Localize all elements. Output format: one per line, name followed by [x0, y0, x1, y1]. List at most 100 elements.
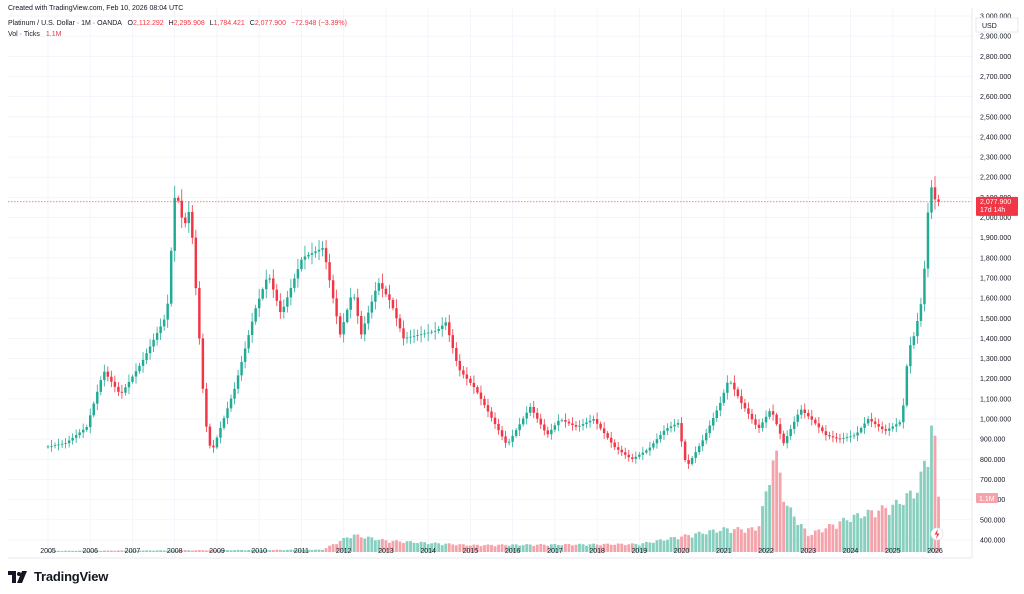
volume-bar	[440, 545, 444, 552]
candle-body	[778, 424, 782, 434]
candle-body	[264, 279, 268, 290]
volume-bar	[859, 518, 863, 552]
candle-body	[60, 443, 64, 445]
price-tick-label: 1,800.000	[980, 255, 1011, 262]
candle-body	[254, 308, 257, 322]
price-tick-label: 2,000.000	[980, 215, 1011, 222]
volume-bar	[127, 550, 131, 552]
candle-body	[247, 335, 250, 349]
candle-body	[490, 411, 493, 418]
volume-legend[interactable]: Vol · Ticks 1.1M	[8, 31, 61, 38]
candle-body	[726, 382, 729, 393]
candle-body	[162, 319, 166, 327]
candle-body	[64, 443, 67, 444]
volume-bar	[919, 471, 923, 552]
candle-body	[127, 381, 131, 388]
time-tick-label: 2007	[125, 548, 141, 555]
price-tick-label: 1,400.000	[980, 336, 1011, 343]
volume-bar	[472, 544, 476, 552]
candle-body	[145, 353, 148, 360]
candle-body	[898, 422, 902, 425]
volume-bar	[183, 550, 187, 552]
candle-body	[761, 422, 764, 428]
price-axis[interactable]: 400.000500.000600.000700.000800.000900.0…	[971, 8, 1011, 558]
volume-bar	[173, 550, 177, 552]
volume-bar	[380, 538, 384, 552]
candle-body	[483, 398, 486, 406]
volume-bar	[373, 540, 377, 552]
candle-body	[402, 328, 405, 339]
volume-bar	[923, 460, 926, 552]
candle-body	[895, 424, 898, 427]
candle-body	[384, 288, 388, 295]
candle-body	[377, 283, 381, 291]
candle-body	[437, 329, 440, 331]
candle-body	[518, 424, 521, 431]
time-tick-label: 2023	[800, 548, 816, 555]
candle-body	[729, 382, 733, 384]
volume-bar	[680, 536, 683, 552]
candle-body	[785, 436, 789, 444]
volume-bar	[465, 545, 469, 552]
candle-body	[486, 405, 490, 412]
candle-body	[476, 387, 479, 393]
candle-body	[272, 278, 275, 290]
volume-bar	[148, 550, 152, 552]
symbol-legend[interactable]: Platinum / U.S. Dollar · 1M · OANDA O2,1…	[8, 20, 347, 27]
candle-body	[331, 280, 335, 299]
volume-bar	[405, 541, 409, 552]
time-axis[interactable]: 2005 2006 2007 2008 2009 2010 2011 2012 2013 2014…	[8, 548, 972, 559]
volume-bar	[500, 544, 504, 552]
candle-body	[757, 424, 761, 428]
volume-bar	[384, 540, 388, 552]
candle-body	[550, 429, 553, 435]
candle-body	[198, 288, 201, 339]
price-tick-label: 1,000.000	[980, 417, 1011, 424]
volume-bar	[483, 545, 486, 552]
volume-bar	[116, 550, 120, 552]
volume-bar	[620, 543, 624, 552]
volume-bar	[268, 550, 272, 552]
volume-bar	[792, 516, 796, 552]
volume-bar	[571, 545, 574, 552]
volume-bar	[926, 466, 930, 552]
volume-bar	[877, 510, 881, 552]
candle-body	[152, 339, 155, 347]
candle-body	[507, 441, 511, 443]
price-tick-label: 3,000.000	[980, 14, 1011, 21]
time-tick-label: 2012	[336, 548, 352, 555]
candle-body	[662, 430, 666, 435]
currency-button[interactable]: USD	[975, 17, 1019, 33]
candle-body	[669, 426, 673, 429]
candle-body	[307, 254, 310, 257]
candle-body	[532, 406, 535, 413]
candle-body	[321, 248, 324, 250]
lightning-button[interactable]	[930, 527, 944, 541]
volume-bar	[145, 550, 148, 552]
candle-body	[909, 345, 912, 367]
candle-body	[78, 432, 81, 436]
volume-bar	[750, 527, 754, 552]
candle-body	[219, 427, 222, 438]
volume-bar	[363, 538, 367, 552]
candle-body	[645, 450, 648, 453]
volume-bar	[388, 542, 391, 552]
candle-body	[771, 411, 775, 415]
candle-body	[824, 431, 828, 436]
low-label: L	[209, 20, 214, 27]
candle-body	[581, 424, 585, 426]
volume-bar	[208, 550, 212, 552]
candle-body	[845, 437, 849, 438]
chart-credit: Created with TradingView.com, Feb 10, 20…	[8, 5, 184, 12]
candle-body	[293, 278, 296, 288]
volume-bar	[687, 535, 691, 552]
tradingview-logo[interactable]: TradingView	[8, 569, 108, 584]
candle-body	[324, 248, 328, 263]
volume-bar	[124, 550, 127, 552]
candle-body	[131, 376, 134, 382]
volume-bar	[912, 498, 916, 552]
candle-body	[863, 423, 866, 428]
candle-body	[314, 251, 317, 254]
volume-bar	[613, 544, 617, 552]
